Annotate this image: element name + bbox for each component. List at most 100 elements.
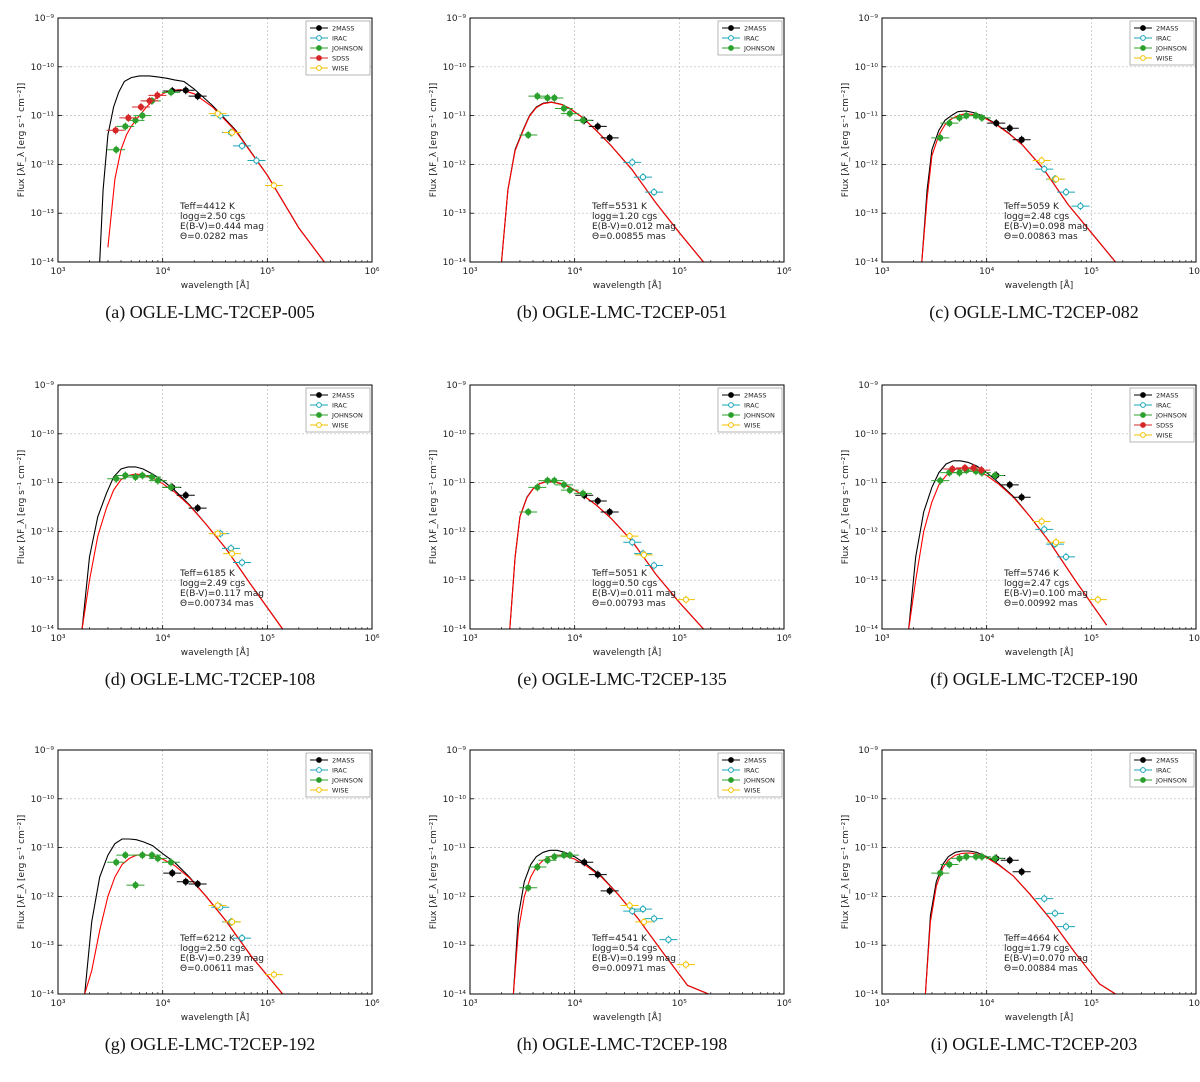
- data-point-irac: [650, 562, 658, 569]
- sed-panel: 10³ 10⁴ 10⁵ 10⁶ 10⁻⁹ 10⁻¹⁰ 10⁻¹¹ 10⁻¹² 10⁻¹³ 10⁻¹…: [429, 737, 812, 1082]
- legend-label: JOHNSON: [743, 45, 775, 53]
- sed-plot: 10³ 10⁴ 10⁵ 10⁶ 10⁻⁹ 10⁻¹⁰ 10⁻¹¹ 10⁻¹² 10⁻¹³ 10⁻¹…: [429, 746, 792, 1023]
- y-tick-label: 10⁻¹³: [31, 576, 55, 586]
- data-point-johnson: [113, 859, 120, 866]
- sed-panel: 10³ 10⁴ 10⁵ 10⁶ 10⁻⁹ 10⁻¹⁰ 10⁻¹¹ 10⁻¹² 10⁻¹³ 10⁻¹…: [841, 737, 1200, 1082]
- sed-panel: 10³ 10⁴ 10⁵ 10⁶ 10⁻⁹ 10⁻¹⁰ 10⁻¹¹ 10⁻¹² 10⁻¹³ 10⁻¹…: [429, 372, 812, 717]
- data-point-johnson: [167, 859, 175, 866]
- data-point-johnson: [560, 105, 568, 112]
- panel-caption: (i) OGLE-LMC-T2CEP-203: [930, 1034, 1138, 1054]
- data-point-johnson: [167, 89, 175, 96]
- data-point-irac: [238, 559, 246, 566]
- data-point-irac: [1051, 910, 1059, 917]
- legend-label: SDSS: [332, 55, 349, 63]
- legend-label: WISE: [744, 787, 761, 795]
- data-point-2mass: [606, 134, 613, 141]
- data-point-irac: [650, 189, 658, 196]
- legend-swatch-marker: [728, 45, 734, 51]
- data-point-irac: [639, 905, 647, 913]
- model-reddened-curve: [500, 101, 704, 263]
- panel-caption: (c) OGLE-LMC-T2CEP-082: [929, 302, 1139, 322]
- x-tick-label: 10⁵: [260, 267, 275, 277]
- fit-parameter-text: Θ=0.00855 mas: [592, 232, 666, 242]
- x-tick-label: 10⁶: [1188, 999, 1200, 1009]
- data-point-2mass: [194, 93, 201, 100]
- data-point-johnson: [946, 120, 953, 127]
- sed-plot: 10³ 10⁴ 10⁵ 10⁶ 10⁻⁹ 10⁻¹⁰ 10⁻¹¹ 10⁻¹² 10⁻¹³ 10⁻¹…: [17, 746, 380, 1023]
- fit-parameter-text: Teff=4664 K: [1003, 934, 1060, 944]
- data-point-2mass: [182, 492, 189, 499]
- legend-swatch-marker: [316, 25, 322, 31]
- axes-frame: [469, 17, 785, 263]
- fit-parameter-text: Teff=5531 K: [591, 202, 648, 212]
- data-point-2mass: [1018, 494, 1025, 501]
- x-tick-label: 10⁶: [1188, 634, 1200, 644]
- data-point-johnson: [525, 508, 532, 516]
- axes-frame: [57, 384, 373, 630]
- y-tick-label: 10⁻¹⁰: [855, 795, 879, 805]
- legend-swatch-marker: [728, 392, 734, 398]
- y-tick-label: 10⁻¹¹: [31, 112, 55, 122]
- legend-label: JOHNSON: [1155, 412, 1187, 420]
- x-tick-label: 10³: [462, 634, 477, 644]
- data-point-irac: [238, 934, 246, 942]
- x-tick-label: 10⁵: [260, 634, 275, 644]
- legend-swatch-marker: [728, 422, 734, 428]
- data-point-johnson: [937, 870, 944, 877]
- model-dereddened-curve: [99, 75, 325, 263]
- data-point-irac: [1062, 923, 1070, 930]
- y-axis-label: Flux [λF_λ [erg s⁻¹ cm⁻²]]: [17, 450, 27, 564]
- y-tick-label: 10⁻¹⁰: [31, 430, 55, 440]
- sed-plot: 10³ 10⁴ 10⁵ 10⁶ 10⁻⁹ 10⁻¹⁰ 10⁻¹¹ 10⁻¹² 10⁻¹³ 10⁻¹…: [17, 381, 380, 658]
- legend-swatch-marker: [316, 757, 322, 763]
- legend-label: 2MASS: [332, 392, 354, 400]
- data-point-johnson: [579, 117, 587, 124]
- x-tick-label: 10³: [50, 267, 65, 277]
- sed-plot: 10³ 10⁴ 10⁵ 10⁶ 10⁻⁹ 10⁻¹⁰ 10⁻¹¹ 10⁻¹² 10⁻¹³ 10⁻¹…: [841, 14, 1200, 291]
- y-tick-label: 10⁻¹¹: [443, 844, 467, 854]
- sed-panel: 10³ 10⁴ 10⁵ 10⁶ 10⁻⁹ 10⁻¹⁰ 10⁻¹¹ 10⁻¹² 10⁻¹³ 10⁻¹…: [429, 5, 812, 350]
- x-tick-label: 10⁶: [364, 999, 379, 1009]
- x-tick-label: 10⁶: [364, 634, 379, 644]
- data-point-2mass: [194, 880, 201, 888]
- y-tick-label: 10⁻¹¹: [443, 479, 467, 489]
- legend-label: 2MASS: [1156, 757, 1178, 765]
- y-tick-label: 10⁻¹³: [31, 209, 55, 219]
- data-point-sdss: [112, 127, 119, 134]
- data-point-2mass: [993, 120, 1000, 127]
- x-tick-label: 10⁶: [776, 634, 791, 644]
- data-point-johnson: [525, 884, 532, 891]
- fit-parameter-text: Teff=4412 K: [179, 202, 236, 212]
- panel-caption: (d) OGLE-LMC-T2CEP-108: [104, 669, 316, 689]
- legend-swatch-marker: [728, 402, 734, 408]
- legend-label: JOHNSON: [1155, 45, 1187, 53]
- data-point-irac: [650, 915, 658, 922]
- axes-frame: [57, 17, 373, 263]
- legend-swatch-marker: [316, 787, 322, 793]
- data-point-johnson: [148, 473, 156, 481]
- data-point-johnson: [544, 857, 551, 864]
- data-point-johnson: [148, 852, 156, 859]
- data-point-2mass: [1018, 868, 1025, 875]
- y-tick-label: 10⁻¹⁴: [31, 990, 55, 1000]
- y-tick-label: 10⁻¹²: [31, 527, 55, 537]
- fit-parameter-text: Θ=0.00992 mas: [1004, 599, 1078, 609]
- data-point-2mass: [594, 871, 601, 878]
- legend-label: 2MASS: [1156, 25, 1178, 33]
- data-point-johnson: [132, 117, 139, 124]
- y-tick-label: 10⁻¹³: [855, 576, 879, 586]
- y-tick-label: 10⁻¹³: [443, 576, 467, 586]
- axes-frame: [469, 384, 785, 630]
- data-point-2mass: [182, 87, 189, 94]
- legend-swatch-marker: [728, 25, 734, 31]
- legend-swatch-marker: [316, 767, 322, 773]
- data-point-johnson: [525, 131, 532, 139]
- data-point-wise: [1038, 518, 1045, 525]
- data-point-irac: [1062, 553, 1070, 561]
- y-axis-label: Flux [λF_λ [erg s⁻¹ cm⁻²]]: [841, 815, 851, 929]
- y-tick-label: 10⁻¹²: [443, 527, 467, 537]
- x-tick-label: 10⁴: [155, 634, 170, 644]
- data-point-johnson: [991, 855, 999, 862]
- axes-frame: [881, 749, 1197, 995]
- fit-parameter-text: E(B-V)=0.239 mag: [180, 954, 264, 964]
